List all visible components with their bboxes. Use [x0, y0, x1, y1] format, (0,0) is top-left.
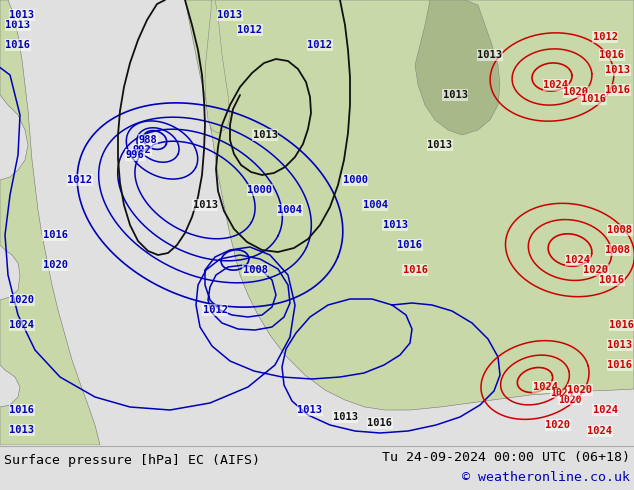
- Text: 1024: 1024: [593, 405, 618, 415]
- Text: 1024: 1024: [588, 426, 612, 436]
- Text: 1016: 1016: [609, 320, 634, 330]
- Text: 1016: 1016: [581, 94, 607, 104]
- Polygon shape: [205, 0, 230, 133]
- Text: 1020: 1020: [559, 395, 582, 405]
- Text: 1020: 1020: [564, 87, 588, 97]
- Text: 996: 996: [126, 150, 145, 160]
- Text: 1013: 1013: [477, 50, 503, 60]
- Text: 1016: 1016: [6, 40, 30, 50]
- Text: 1024: 1024: [550, 388, 574, 398]
- Polygon shape: [0, 0, 100, 445]
- Text: 1013: 1013: [443, 90, 467, 100]
- Text: 1012: 1012: [238, 25, 262, 35]
- Text: Tu 24-09-2024 00:00 UTC (06+18): Tu 24-09-2024 00:00 UTC (06+18): [382, 451, 630, 464]
- Text: Surface pressure [hPa] EC (AIFS): Surface pressure [hPa] EC (AIFS): [4, 454, 260, 467]
- Text: © weatheronline.co.uk: © weatheronline.co.uk: [462, 471, 630, 484]
- Text: 1016: 1016: [42, 230, 67, 240]
- Text: 1016: 1016: [600, 275, 624, 285]
- Text: 1012: 1012: [67, 175, 93, 185]
- Text: 1013: 1013: [10, 425, 34, 435]
- Text: 1012: 1012: [202, 305, 228, 315]
- Polygon shape: [185, 0, 634, 410]
- Text: 1016: 1016: [403, 265, 427, 275]
- Text: 1016: 1016: [368, 418, 392, 428]
- Text: 1008: 1008: [605, 245, 630, 255]
- Text: 1013: 1013: [427, 140, 453, 150]
- Text: 992: 992: [133, 145, 152, 155]
- Text: 1016: 1016: [607, 360, 633, 370]
- Text: 1012: 1012: [307, 40, 332, 50]
- Text: 1024: 1024: [566, 255, 590, 265]
- Text: 1016: 1016: [398, 240, 422, 250]
- Text: 1004: 1004: [363, 200, 387, 210]
- Text: 1013: 1013: [10, 10, 34, 20]
- Text: 1016: 1016: [600, 50, 624, 60]
- Text: 1024: 1024: [543, 80, 569, 90]
- Text: 1013: 1013: [332, 412, 358, 422]
- Text: 1020: 1020: [583, 265, 609, 275]
- Text: 1013: 1013: [193, 200, 217, 210]
- Text: 1013: 1013: [252, 130, 278, 140]
- Text: 988: 988: [139, 135, 157, 145]
- Polygon shape: [415, 0, 500, 135]
- Text: 1013: 1013: [382, 220, 408, 230]
- Text: 1020: 1020: [545, 420, 571, 430]
- Text: 1012: 1012: [593, 32, 618, 42]
- Text: 1020: 1020: [567, 385, 593, 395]
- Text: 1008: 1008: [607, 225, 633, 235]
- Text: 1004: 1004: [278, 205, 302, 215]
- Text: 1013: 1013: [297, 405, 323, 415]
- Text: 1024: 1024: [10, 320, 34, 330]
- Text: 1016: 1016: [10, 405, 34, 415]
- Text: 1000: 1000: [342, 175, 368, 185]
- Text: 1020: 1020: [10, 295, 34, 305]
- Text: 1020: 1020: [42, 260, 67, 270]
- Text: 1013: 1013: [607, 340, 633, 350]
- Text: 1000: 1000: [247, 185, 273, 195]
- Text: 1008: 1008: [242, 265, 268, 275]
- Text: 1013: 1013: [217, 10, 242, 20]
- Text: 1024: 1024: [533, 382, 557, 392]
- Text: 1013: 1013: [605, 65, 630, 75]
- Text: 1013: 1013: [6, 20, 30, 30]
- Text: 1016: 1016: [605, 85, 630, 95]
